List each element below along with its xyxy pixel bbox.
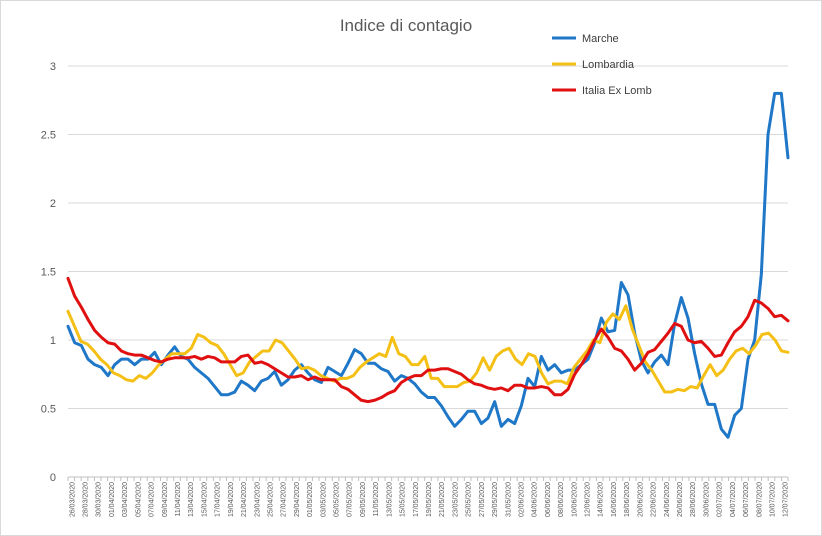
chart-title: Indice di contagio — [340, 16, 472, 35]
y-tick-label: 0.5 — [41, 404, 56, 416]
x-tick-label: 23/04/2020 — [254, 482, 261, 517]
legend-label: Lombardia — [582, 59, 635, 71]
x-tick-label: 12/06/2020 — [585, 482, 592, 517]
x-tick-label: 08/06/2020 — [558, 482, 565, 517]
series-lines — [66, 91, 790, 439]
x-tick-label: 06/06/2020 — [545, 482, 552, 517]
x-tick-label: 29/04/2020 — [294, 482, 301, 517]
x-tick-label: 30/06/2020 — [703, 482, 710, 517]
x-tick-label: 23/05/2020 — [452, 482, 459, 517]
x-tick-label: 07/05/2020 — [347, 482, 354, 517]
x-tick-label: 26/03/2020 — [69, 482, 76, 517]
gridlines — [68, 65, 788, 409]
x-tick-label: 21/05/2020 — [439, 482, 446, 517]
x-tick-label: 26/06/2020 — [677, 482, 684, 517]
x-tick-label: 19/04/2020 — [228, 482, 235, 517]
x-tick-label: 27/04/2020 — [281, 482, 288, 517]
x-tick-label: 30/03/2020 — [96, 482, 103, 517]
x-tick-label: 12/07/2020 — [783, 482, 790, 517]
x-tick-label: 28/06/2020 — [690, 482, 697, 517]
x-tick-label: 15/05/2020 — [400, 482, 407, 517]
x-tick-label: 25/04/2020 — [267, 482, 274, 517]
x-tick-label: 03/04/2020 — [122, 482, 129, 517]
y-tick-label: 2 — [50, 198, 56, 210]
x-tick-label: 02/06/2020 — [518, 482, 525, 517]
x-tick-label: 10/07/2020 — [769, 482, 776, 517]
series-line-lombardia — [66, 304, 790, 394]
x-tick-label: 01/04/2020 — [109, 482, 116, 517]
x-tick-label: 27/05/2020 — [479, 482, 486, 517]
legend-label: Italia Ex Lomb — [582, 85, 652, 97]
legend-label: Marche — [582, 33, 619, 45]
x-tick-label: 04/07/2020 — [730, 482, 737, 517]
x-tick-label: 09/05/2020 — [360, 482, 367, 517]
x-tick-label: 13/04/2020 — [188, 482, 195, 517]
y-tick-label: 1 — [50, 335, 56, 347]
x-tick-label: 02/07/2020 — [717, 482, 724, 517]
series-line-italia-ex-lomb — [66, 276, 790, 404]
y-tick-label: 2.5 — [41, 130, 56, 142]
x-tick-label: 29/05/2020 — [492, 482, 499, 517]
x-tick-label: 04/06/2020 — [532, 482, 539, 517]
x-tick-label: 17/04/2020 — [215, 482, 222, 517]
x-tick-label: 18/06/2020 — [624, 482, 631, 517]
x-tick-label: 22/06/2020 — [651, 482, 658, 517]
axes: 0 0.5 1 1.5 2 2.5 3 26/03/2020 28/03/2020 30/03/2… — [41, 61, 790, 517]
x-tick-label: 07/04/2020 — [149, 482, 156, 517]
x-tick-label: 03/05/2020 — [320, 482, 327, 517]
legend: Marche Lombardia Italia Ex Lomb — [552, 33, 652, 97]
x-tick-label: 05/05/2020 — [334, 482, 341, 517]
x-tick-label: 13/05/2020 — [386, 482, 393, 517]
y-tick-label: 0 — [50, 472, 56, 484]
x-tick-label: 28/03/2020 — [83, 482, 90, 517]
x-tick-label: 09/04/2020 — [162, 482, 169, 517]
x-tick-label: 24/06/2020 — [664, 482, 671, 517]
x-tick-label: 11/04/2020 — [175, 482, 182, 517]
x-tick-label: 17/05/2020 — [413, 482, 420, 517]
x-tick-label: 15/04/2020 — [201, 482, 208, 517]
x-tick-label: 11/05/2020 — [373, 482, 380, 517]
x-tick-label: 06/07/2020 — [743, 482, 750, 517]
x-tick-label: 21/04/2020 — [241, 482, 248, 517]
x-tick-label: 10/06/2020 — [571, 482, 578, 517]
x-tick-label: 20/06/2020 — [637, 482, 644, 517]
x-tick-label: 05/04/2020 — [135, 482, 142, 517]
x-tick-label: 16/06/2020 — [611, 482, 618, 517]
y-tick-label: 1.5 — [41, 267, 56, 279]
x-tick-label: 31/05/2020 — [505, 482, 512, 517]
series-line-marche — [66, 91, 790, 439]
x-tick-label: 08/07/2020 — [756, 482, 763, 517]
y-tick-label: 3 — [50, 61, 56, 73]
x-tick-label: 01/05/2020 — [307, 482, 314, 517]
x-tick-label: 19/05/2020 — [426, 482, 433, 517]
x-tick-label: 25/05/2020 — [466, 482, 473, 517]
x-tick-label: 14/06/2020 — [598, 482, 605, 517]
